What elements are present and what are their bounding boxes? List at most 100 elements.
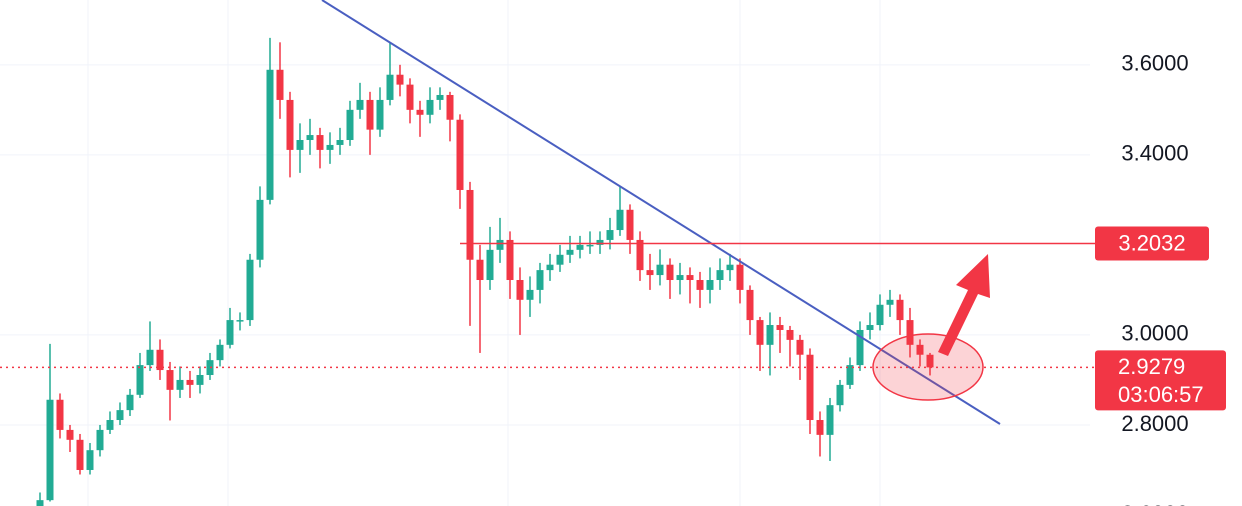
candle-body xyxy=(366,99,374,130)
candle-body xyxy=(66,429,74,440)
candle-body xyxy=(406,84,414,110)
candle-body xyxy=(476,259,484,281)
candle-body xyxy=(216,344,224,361)
candle-body xyxy=(486,249,494,281)
candle-body xyxy=(566,249,574,255)
price-axis: 2.6000 2.8000 3.0000 3.4000 3.6000 xyxy=(1121,51,1188,506)
candle-body xyxy=(766,325,774,345)
candle-body xyxy=(106,420,114,430)
candle-body xyxy=(466,189,474,260)
candle-body xyxy=(586,244,594,247)
candle-body xyxy=(246,259,254,321)
candle-body xyxy=(396,74,404,85)
candle-body xyxy=(596,239,604,245)
candle-body xyxy=(906,320,914,345)
countdown-label: 03:06:57 xyxy=(1118,382,1204,407)
trendline xyxy=(321,0,1001,425)
levels: 3.2032 2.9279 03:06:57 xyxy=(0,226,1226,411)
candle-body xyxy=(826,405,834,435)
candle-body xyxy=(296,140,304,150)
y-tick-label: 2.6000 xyxy=(1121,501,1188,506)
highlight-ellipse xyxy=(872,333,984,401)
candle-body xyxy=(916,344,924,355)
candle-body xyxy=(926,354,934,368)
candle-body xyxy=(346,109,354,141)
candle-body xyxy=(166,370,174,390)
candle-body xyxy=(516,280,524,300)
candle-body xyxy=(756,320,764,345)
candle-body xyxy=(176,379,184,390)
candle-body xyxy=(286,99,294,150)
candle-body xyxy=(886,299,894,305)
candle-body xyxy=(676,275,684,281)
candle-body xyxy=(806,354,814,421)
candle-body xyxy=(36,500,44,506)
candles xyxy=(36,37,934,506)
candle-body xyxy=(816,420,824,435)
candle-body xyxy=(416,109,424,115)
candle-body xyxy=(736,264,744,290)
candle-body xyxy=(46,399,54,501)
current-price-box xyxy=(1095,350,1226,411)
candle-body xyxy=(266,69,274,200)
candle-body xyxy=(656,264,664,276)
candle-body xyxy=(836,384,844,406)
candle-body xyxy=(436,94,444,100)
candle-body xyxy=(226,320,234,345)
candle-body xyxy=(686,275,694,281)
candle-body xyxy=(496,239,504,250)
current-price-label: 2.9279 xyxy=(1118,354,1185,379)
vertical-grid xyxy=(87,0,881,506)
candle-body xyxy=(316,135,324,150)
candle-body xyxy=(326,144,334,150)
candle-body xyxy=(876,304,884,326)
candle-body xyxy=(696,280,704,290)
level-label-box xyxy=(1095,226,1209,261)
candle-body xyxy=(446,94,454,120)
candle-body xyxy=(526,289,534,300)
candle-body xyxy=(746,289,754,321)
candle-body xyxy=(86,450,94,470)
candle-body xyxy=(376,99,384,130)
candle-body xyxy=(856,329,864,366)
candle-body xyxy=(426,99,434,115)
candle-body xyxy=(336,140,344,145)
candle-body xyxy=(706,280,714,290)
candle-body xyxy=(776,325,784,330)
candle-body xyxy=(786,329,794,340)
horizontal-grid xyxy=(0,64,1090,426)
candle-body xyxy=(386,74,394,100)
candle-body xyxy=(536,270,544,290)
candle-body xyxy=(726,264,734,271)
candle-body xyxy=(146,349,154,366)
candle-body xyxy=(666,264,674,281)
y-tick-label: 3.0000 xyxy=(1121,321,1188,346)
candle-body xyxy=(546,264,554,271)
candle-body xyxy=(276,69,284,100)
candle-body xyxy=(896,299,904,321)
candle-body xyxy=(636,239,644,271)
candle-body xyxy=(256,199,264,260)
candle-body xyxy=(126,394,134,411)
candle-body xyxy=(616,209,624,231)
candle-body xyxy=(456,119,464,190)
candle-body xyxy=(236,320,244,322)
candle-body xyxy=(356,99,364,110)
candle-body xyxy=(846,365,854,385)
candle-body xyxy=(606,230,614,240)
candle-body xyxy=(576,244,584,250)
candle-body xyxy=(56,399,64,430)
candle-body xyxy=(716,270,724,281)
level-label: 3.2032 xyxy=(1118,230,1185,255)
candle-body xyxy=(646,270,654,276)
candle-body xyxy=(196,374,204,385)
arrow xyxy=(938,254,990,356)
y-tick-label: 2.8000 xyxy=(1121,411,1188,436)
y-tick-label: 3.6000 xyxy=(1121,51,1188,76)
candle-body xyxy=(116,410,124,421)
candle-body xyxy=(866,325,874,330)
candle-body xyxy=(136,365,144,395)
candle-body xyxy=(156,349,164,371)
candle-body xyxy=(506,239,514,281)
candle-body xyxy=(796,339,804,355)
